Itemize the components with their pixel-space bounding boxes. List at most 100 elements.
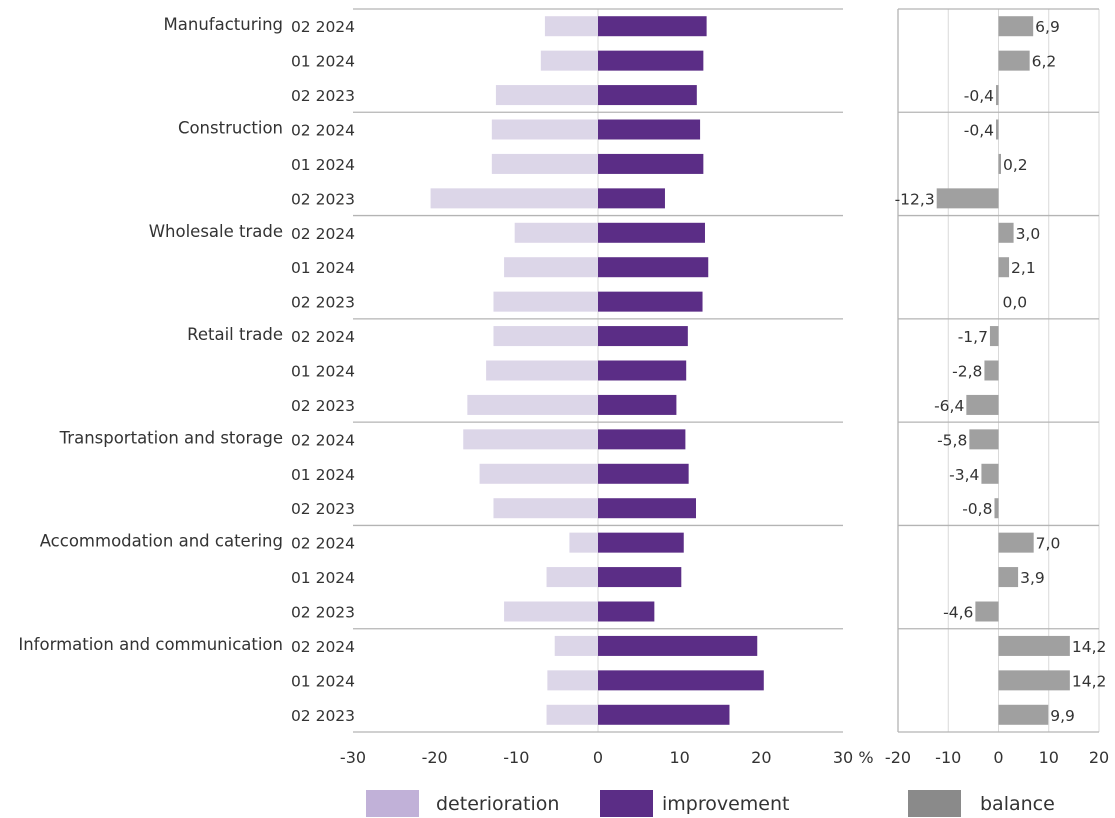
deterioration-bar: [554, 635, 598, 656]
balance-value-label: 0,0: [1003, 294, 1028, 312]
balance-value-label: -0,8: [962, 500, 992, 518]
balance-bar: [966, 394, 999, 415]
balance-value-label: 2,1: [1011, 259, 1036, 277]
balance-value-label: -2,8: [952, 363, 982, 381]
improvement-bar: [598, 119, 701, 140]
left-panel-grid: [353, 8, 843, 733]
balance-value-label: -4,6: [943, 604, 973, 622]
period-label: 02 2024: [291, 431, 355, 449]
deterioration-bar: [493, 498, 598, 519]
deterioration-bar: [546, 567, 598, 588]
deterioration-bar: [486, 360, 598, 381]
balance-bar: [996, 85, 999, 106]
period-label: 01 2024: [291, 569, 355, 587]
period-label: 01 2024: [291, 466, 355, 484]
deterioration-bar: [546, 704, 598, 725]
improvement-bar: [598, 532, 684, 553]
right-panel-bars: 6,9 6,2 -0,4 -0,4 0,2 -12,3 3,0 2,1 0,0 -1,7 -2,8 -…: [895, 16, 1107, 725]
improvement-bar: [598, 222, 705, 243]
deterioration-bar: [569, 532, 598, 553]
left-x-tick-label: 0: [593, 748, 603, 767]
balance-bar: [981, 463, 999, 484]
deterioration-bar: [544, 16, 598, 37]
balance-bar: [998, 222, 1014, 243]
period-label: 02 2024: [291, 328, 355, 346]
right-x-tick-label: 10: [1039, 748, 1059, 767]
period-label: 02 2024: [291, 18, 355, 36]
period-label: 02 2023: [291, 604, 355, 622]
period-label: 02 2023: [291, 190, 355, 208]
improvement-bar: [598, 257, 709, 278]
balance-bar: [994, 498, 999, 519]
left-x-tick-label: 10: [669, 748, 689, 767]
period-label: 01 2024: [291, 53, 355, 71]
balance-value-label: 3,9: [1020, 569, 1045, 587]
left-x-tick-label: -30: [340, 748, 366, 767]
balance-value-label: -3,4: [949, 466, 979, 484]
improvement-bar: [598, 16, 707, 37]
improvement-bar: [598, 463, 689, 484]
group-label: Retail trade: [187, 325, 283, 344]
balance-bar: [989, 326, 999, 347]
balance-value-label: -0,4: [964, 122, 994, 140]
period-label: 01 2024: [291, 259, 355, 277]
balance-bar: [998, 50, 1030, 71]
right-x-tick-label: -10: [935, 748, 961, 767]
balance-bar: [998, 635, 1070, 656]
deterioration-legend-swatch: [366, 790, 419, 817]
balance-bar: [996, 119, 999, 140]
deterioration-bar: [430, 188, 598, 209]
balance-value-label: 6,9: [1035, 18, 1060, 36]
balance-value-label: 14,2: [1072, 672, 1107, 690]
balance-value-label: 6,2: [1032, 53, 1057, 71]
balance-bar: [936, 188, 999, 209]
balance-legend-swatch: [908, 790, 961, 817]
balance-bar: [998, 257, 1010, 278]
right-x-tick-label: 0: [993, 748, 1003, 767]
right-x-tick-label: 20: [1089, 748, 1109, 767]
deterioration-bar: [547, 670, 598, 691]
period-label: 01 2024: [291, 363, 355, 381]
balance-bar: [998, 16, 1034, 37]
deterioration-bar: [493, 291, 598, 312]
deterioration-bar: [491, 153, 598, 174]
balance-value-label: -5,8: [937, 431, 967, 449]
period-label: 02 2024: [291, 638, 355, 656]
balance-bar: [998, 567, 1019, 588]
left-panel-bars: [430, 16, 764, 725]
improvement-bar: [598, 498, 696, 519]
balance-value-label: 14,2: [1072, 638, 1107, 656]
group-label: Information and communication: [18, 635, 283, 654]
improvement-bar: [598, 394, 677, 415]
deterioration-bar: [491, 119, 598, 140]
group-label: Wholesale trade: [149, 222, 283, 241]
improvement-bar: [598, 670, 764, 691]
deterioration-bar: [463, 429, 598, 450]
improvement-bar: [598, 85, 697, 106]
right-x-tick-label: -20: [885, 748, 911, 767]
period-label: 02 2023: [291, 707, 355, 725]
balance-value-label: 3,0: [1016, 225, 1041, 243]
deterioration-bar: [493, 326, 598, 347]
deterioration-bar: [479, 463, 598, 484]
deterioration-bar: [495, 85, 598, 106]
balance-legend-label: balance: [980, 793, 1055, 815]
balance-value-label: -6,4: [934, 397, 964, 415]
improvement-bar: [598, 50, 704, 71]
deterioration-bar: [540, 50, 598, 71]
improvement-legend-swatch: [600, 790, 653, 817]
period-label: 02 2024: [291, 535, 355, 553]
improvement-legend-label: improvement: [662, 793, 790, 815]
group-label: Accommodation and catering: [40, 532, 283, 551]
period-label: 02 2024: [291, 122, 355, 140]
left-x-tick-label: -10: [503, 748, 529, 767]
left-x-tick-label: 30: [833, 748, 853, 767]
period-label: 02 2023: [291, 87, 355, 105]
balance-bar: [998, 153, 1001, 174]
left-x-tick-label: -20: [422, 748, 448, 767]
improvement-bar: [598, 429, 686, 450]
balance-value-label: 7,0: [1036, 535, 1061, 553]
improvement-bar: [598, 704, 730, 725]
improvement-bar: [598, 567, 682, 588]
